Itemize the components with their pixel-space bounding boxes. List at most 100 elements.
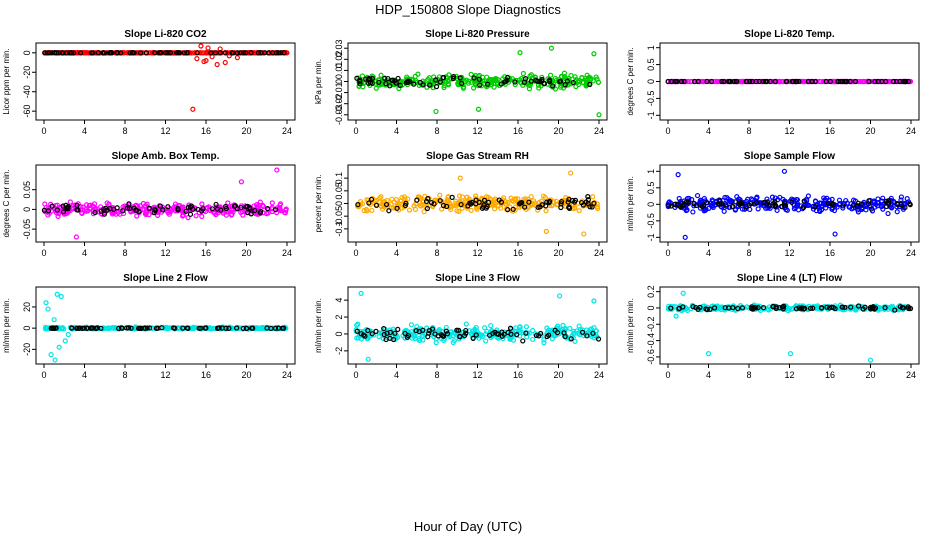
points-layer	[355, 170, 601, 237]
data-point	[476, 76, 482, 82]
data-point	[190, 106, 196, 112]
data-point	[48, 352, 54, 358]
x-tick-label: 20	[553, 248, 563, 258]
data-point	[486, 199, 492, 205]
x-tick-label: 0	[665, 248, 670, 258]
data-point	[899, 305, 905, 311]
data-point	[129, 50, 135, 56]
y-tick-label: 0.5	[646, 182, 656, 195]
y-tick-label: -20	[22, 343, 32, 356]
data-point	[803, 78, 810, 85]
panel-title: Slope Li-820 Temp.	[744, 29, 835, 40]
data-point	[546, 78, 553, 85]
data-point	[225, 200, 231, 206]
data-point	[694, 192, 701, 199]
x-tick-label: 4	[706, 370, 711, 380]
data-point	[532, 75, 539, 81]
data-point	[440, 202, 447, 209]
data-point	[445, 82, 452, 88]
points-layer	[41, 43, 290, 112]
y-axis-label: percent per min.	[314, 175, 323, 233]
data-point	[767, 78, 773, 85]
data-point	[454, 208, 460, 214]
y-tick-label: 0	[334, 79, 344, 84]
data-point	[769, 194, 776, 200]
data-point	[382, 75, 388, 81]
data-point	[251, 203, 257, 209]
y-axis-label: Licor ppm per min.	[2, 48, 11, 114]
data-point	[560, 322, 566, 328]
data-point	[457, 75, 463, 81]
x-tick-label: 0	[41, 248, 46, 258]
data-point	[185, 215, 191, 221]
data-point	[707, 306, 713, 312]
x-tick-label: 16	[513, 370, 523, 380]
data-point	[510, 337, 517, 343]
data-point	[98, 208, 104, 214]
data-point	[443, 328, 449, 334]
data-point	[565, 199, 571, 205]
data-point	[789, 197, 795, 204]
data-point	[516, 201, 523, 207]
data-point	[498, 199, 504, 205]
data-point	[781, 203, 787, 209]
data-point	[117, 50, 124, 56]
data-point	[711, 305, 718, 311]
data-point	[172, 325, 178, 331]
data-point	[128, 325, 134, 331]
data-point	[824, 195, 830, 201]
data-point	[54, 207, 60, 213]
data-point	[437, 198, 443, 204]
x-tick-label: 24	[906, 370, 916, 380]
data-point	[273, 207, 279, 213]
y-tick-label: 0	[646, 79, 656, 84]
data-point	[449, 194, 455, 200]
data-point	[594, 204, 601, 210]
x-tick-label: 20	[865, 248, 875, 258]
panel-title: Slope Li-820 CO2	[124, 29, 207, 40]
data-point	[570, 80, 576, 86]
data-point	[867, 304, 874, 311]
y-tick-label: 0	[22, 207, 32, 212]
data-point	[587, 81, 593, 88]
data-point	[763, 205, 769, 211]
data-point	[543, 228, 549, 234]
data-point	[366, 80, 372, 86]
data-point	[238, 204, 244, 211]
data-point	[569, 197, 576, 204]
x-tick-label: 12	[160, 248, 170, 258]
data-point	[502, 74, 508, 80]
data-point	[470, 335, 476, 341]
data-point	[596, 112, 602, 118]
data-point	[234, 55, 240, 61]
y-tick-label: 0	[646, 305, 656, 310]
x-tick-label: 8	[746, 126, 751, 136]
data-point	[52, 357, 58, 363]
data-point	[137, 50, 144, 56]
data-point	[739, 206, 746, 212]
data-point	[905, 78, 911, 85]
data-point	[484, 81, 491, 87]
data-point	[457, 175, 463, 181]
y-tick-label: -2	[334, 347, 344, 355]
data-point	[114, 50, 120, 56]
data-point	[359, 73, 366, 79]
data-point	[550, 83, 556, 89]
data-point	[192, 50, 198, 56]
data-point	[522, 204, 528, 210]
data-point	[839, 304, 845, 310]
data-point	[408, 322, 415, 328]
data-point	[203, 325, 209, 331]
data-point	[137, 325, 143, 331]
data-point	[214, 61, 220, 68]
data-point	[67, 199, 73, 205]
data-point	[674, 78, 680, 85]
data-point	[234, 325, 240, 331]
data-point	[395, 75, 401, 82]
data-point	[463, 327, 469, 334]
data-point	[723, 202, 729, 208]
data-point	[451, 338, 457, 344]
data-point	[542, 194, 548, 201]
data-point	[431, 201, 437, 207]
data-point	[488, 322, 494, 329]
